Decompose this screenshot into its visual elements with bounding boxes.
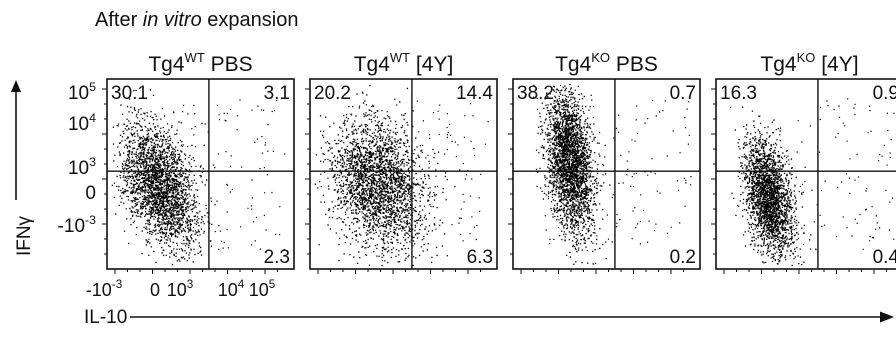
- y-axis-label-group: IFNγ: [11, 80, 35, 256]
- quadrant-upper-right-value: 3.1: [264, 83, 290, 104]
- y-tick-label: 104: [68, 111, 96, 135]
- x-axis-label: IL-10: [84, 307, 127, 328]
- y-tick-label: -10-3: [58, 213, 97, 237]
- panel-title: Tg4WT [4Y]: [354, 50, 454, 76]
- panel-title: Tg4KO PBS: [555, 50, 658, 76]
- panel-frame: [106, 78, 295, 270]
- y-tick-label: 105: [68, 80, 96, 104]
- x-axis-arrow-head: [880, 311, 894, 323]
- scatter-point-cloud: [111, 89, 286, 266]
- axis-ticks: [508, 88, 684, 274]
- quadrant-upper-left-value: 16.3: [720, 83, 757, 104]
- figure-header: After in vitro expansion: [95, 9, 298, 31]
- y-tick-label: 0: [85, 183, 96, 204]
- quadrant-upper-right-value: 14.4: [456, 83, 493, 104]
- x-tick-label: 105: [249, 278, 276, 300]
- scatter-point-cloud: [314, 85, 489, 267]
- scatter-points: [314, 85, 489, 267]
- axis-ticks: [305, 88, 481, 274]
- y-axis-label: IFNγ: [14, 215, 35, 256]
- scatter-panel: Tg4KO [4Y]16.3 0.9 0.4: [711, 50, 896, 274]
- scatter-points: [730, 98, 895, 267]
- x-tick-label: 103: [167, 278, 194, 300]
- x-axis-label-group: IL-10: [84, 307, 894, 328]
- quadrant-upper-right-value: 0.7: [670, 83, 696, 104]
- quadrant-lower-right-value: 0.2: [670, 247, 696, 268]
- panel-title: Tg4KO [4Y]: [760, 50, 858, 76]
- quadrant-lower-right-value: 0.4: [873, 247, 896, 268]
- axis-ticks: [711, 88, 887, 274]
- panel-frame: [512, 78, 701, 270]
- quadrant-lower-right-value: 6.3: [467, 247, 493, 268]
- y-axis-arrow-head: [11, 80, 21, 92]
- panel-title: Tg4WT PBS: [148, 50, 252, 76]
- x-tick-labels: -10-3 0 103 104 105: [86, 278, 276, 300]
- scatter-point-cloud: [532, 83, 692, 265]
- scatter-points: [111, 89, 286, 266]
- scatter-point-cloud: [730, 98, 895, 267]
- panel-frame: [309, 78, 498, 270]
- x-tick-label: -10-3: [86, 278, 122, 300]
- quadrant-upper-right-value: 0.9: [873, 83, 896, 104]
- scatter-panel: Tg4WT [4Y]20.2 14.4 6.3: [305, 50, 498, 274]
- panel-frame: [715, 78, 896, 270]
- quadrant-upper-left-value: 30.1: [111, 83, 148, 104]
- x-tick-label: 0: [150, 280, 160, 300]
- x-tick-label: 104: [218, 278, 245, 300]
- y-tick-labels: 105 104 103 0 -10-3: [58, 80, 97, 237]
- scatter-points: [532, 83, 692, 265]
- y-tick-label: 103: [68, 155, 96, 179]
- quadrant-upper-left-value: 38.2: [517, 83, 554, 104]
- axis-ticks: [102, 88, 278, 274]
- quadrant-lower-right-value: 2.3: [264, 247, 290, 268]
- quadrant-upper-left-value: 20.2: [314, 83, 351, 104]
